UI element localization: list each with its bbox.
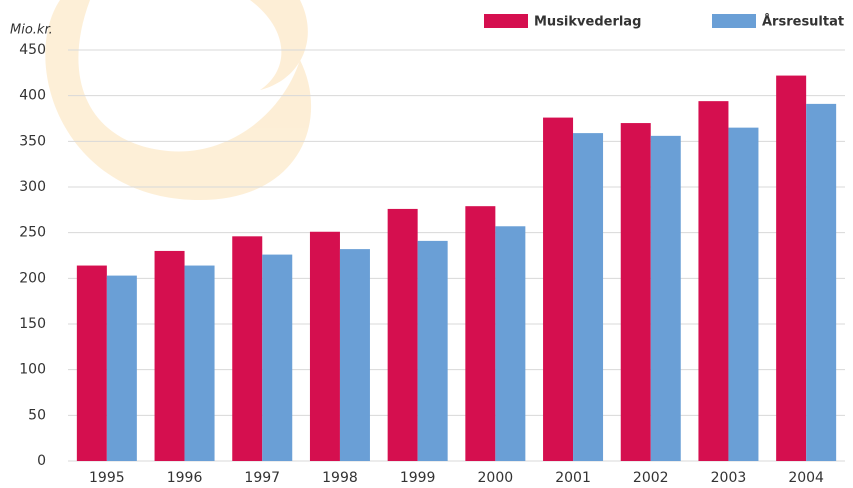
y-tick-label: 450 [19,42,46,58]
bar [262,255,292,461]
x-tick-label: 1999 [400,470,436,486]
x-tick-label: 1995 [89,470,125,486]
y-tick-label: 350 [19,133,46,149]
bar [155,251,185,461]
bar [77,266,107,461]
bar [651,136,681,461]
bar [543,118,573,461]
bar [465,206,495,461]
bar [310,232,340,461]
bar [495,226,525,461]
bar [232,236,262,461]
x-tick-label: 2000 [478,470,514,486]
bar [340,249,370,461]
x-tick-label: 2002 [633,470,669,486]
x-tick-label: 2004 [788,470,824,486]
bar [698,101,728,461]
background-decoration [45,0,311,200]
bar [728,128,758,461]
bar [621,123,651,461]
bar [107,276,137,461]
bar [388,209,418,461]
bar [776,76,806,461]
y-tick-label: 50 [28,407,46,423]
x-tick-label: 1998 [322,470,358,486]
x-tick-label: 2003 [711,470,747,486]
y-axis-label: Mio.kr. [10,23,53,38]
legend-swatch [484,14,528,28]
y-tick-label: 300 [19,179,46,195]
x-tick-label: 2001 [555,470,591,486]
bar [573,133,603,461]
legend-swatch [712,14,756,28]
y-tick-label: 250 [19,225,46,241]
bar [418,241,448,461]
bar [806,104,836,461]
y-tick-label: 150 [19,316,46,332]
x-tick-label: 1996 [167,470,203,486]
y-tick-label: 0 [37,453,46,469]
legend-label: Årsresultat [762,14,844,30]
chart: Mio.kr. 0 50 100 150 200 250 300 350 400 450 1995 1… [0,0,853,488]
legend-label: Musikvederlag [534,15,641,30]
bar [185,266,215,461]
y-tick-label: 200 [19,270,46,286]
y-tick-label: 400 [19,88,46,104]
y-tick-label: 100 [19,362,46,378]
x-tick-label: 1997 [244,470,280,486]
